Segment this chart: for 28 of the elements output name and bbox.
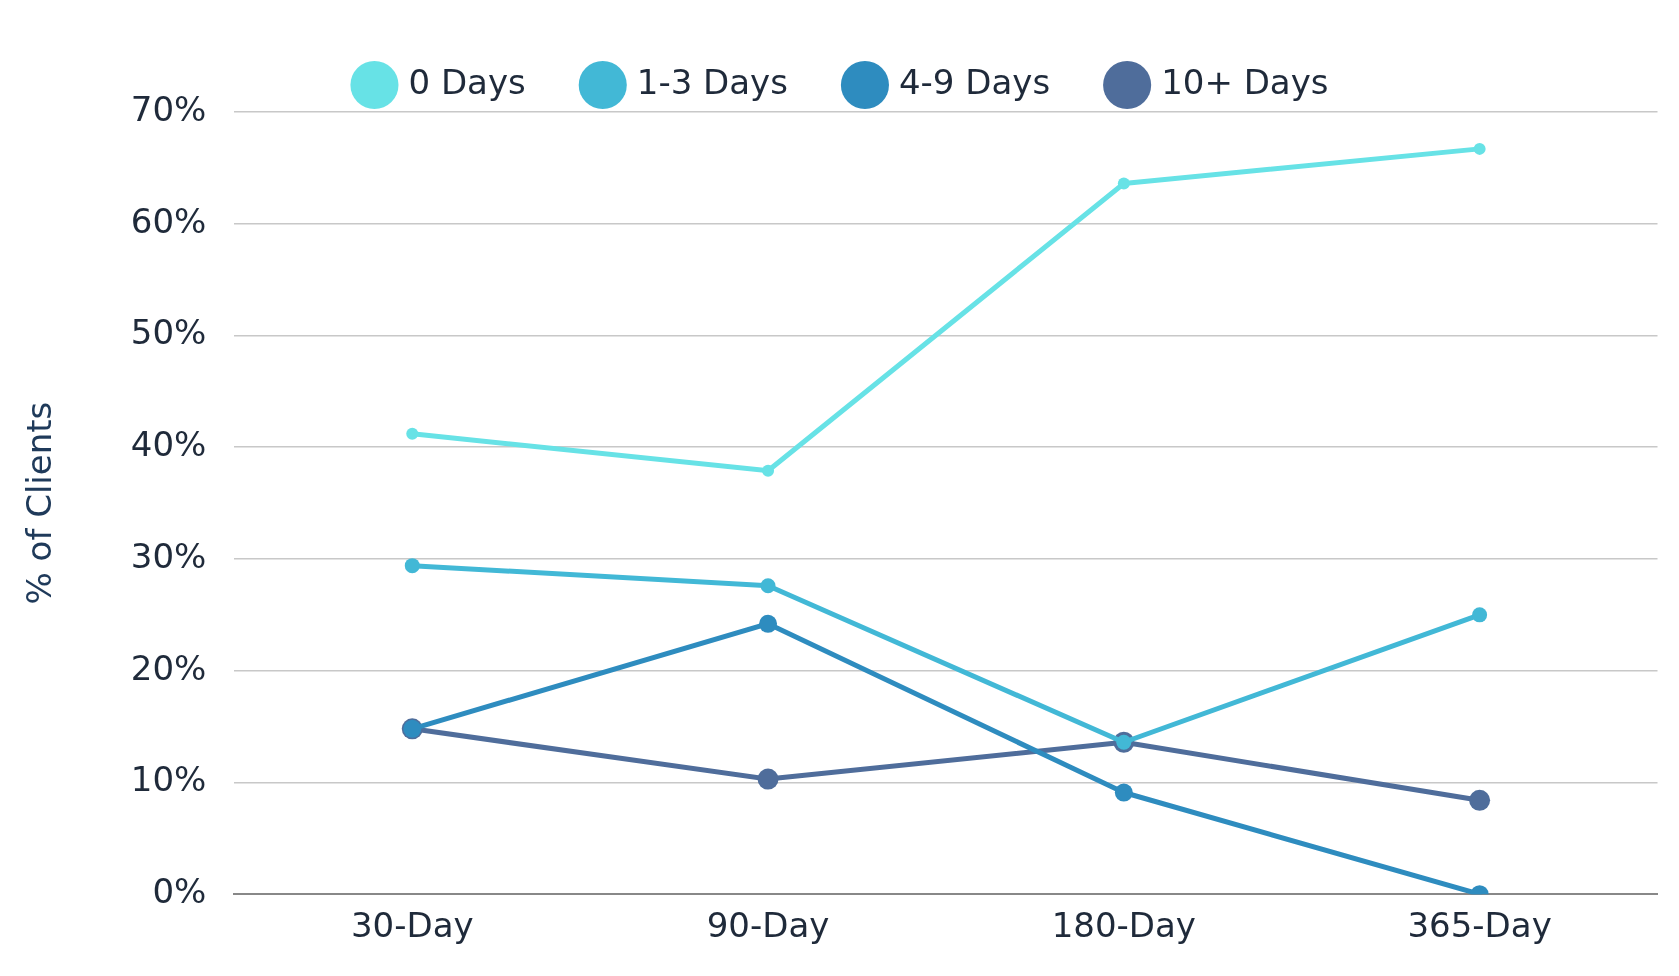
y-tick-label: 40% [130,424,207,465]
legend-label: 0 Days [408,61,526,102]
y-tick-label: 20% [130,647,207,688]
point [757,768,779,790]
y-tick-label: 30% [130,535,207,576]
legend-label: 4-9 Days [898,61,1051,102]
point [1472,607,1488,623]
x-tick-label: 365-Day [1407,905,1552,946]
y-tick-label: 50% [130,312,207,353]
point [404,558,420,574]
y-tick-label: 70% [130,88,207,129]
point [760,578,776,594]
y-tick-label: 10% [130,759,207,800]
point [406,427,419,440]
x-tick-label: 90-Day [706,905,830,946]
legend-label: 10+ Days [1161,61,1329,102]
x-tick-label: 30-Day [350,905,474,946]
point [762,464,775,477]
point [1114,783,1133,802]
point [1473,142,1486,155]
point [759,614,778,633]
y-axis-title: % of Clients [19,401,60,605]
y-tick-label: 0% [152,871,207,912]
y-tick-label: 60% [130,200,207,241]
point [1117,177,1130,190]
point [1469,789,1491,811]
x-tick-label: 180-Day [1051,905,1196,946]
legend-label: 1-3 Days [636,61,788,102]
